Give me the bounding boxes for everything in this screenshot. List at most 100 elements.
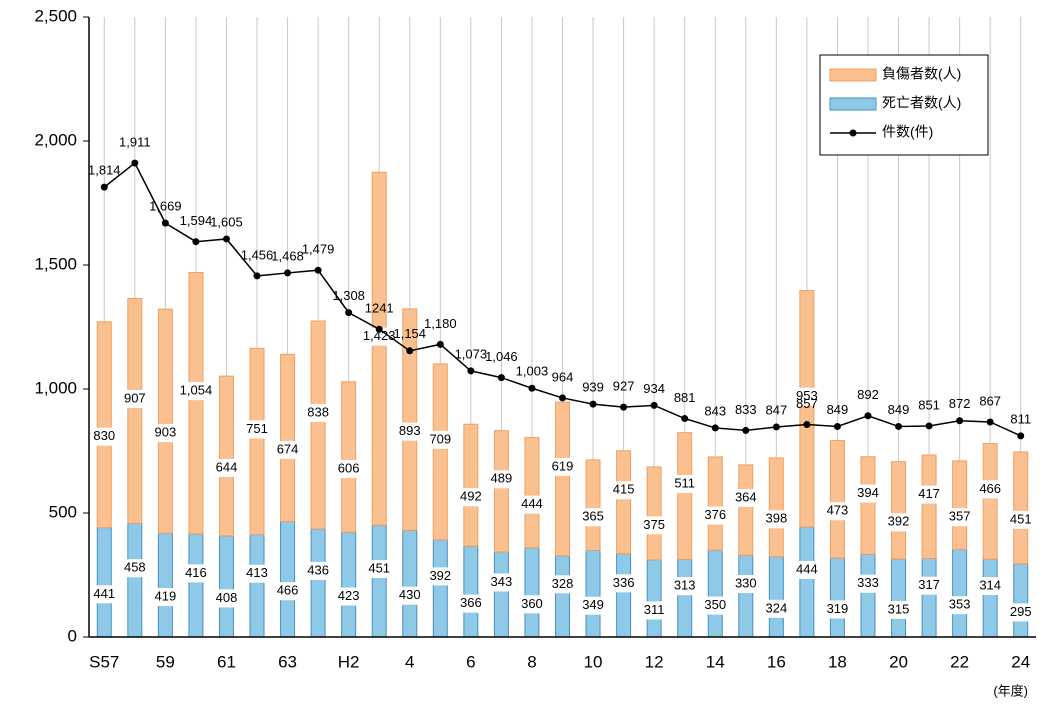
line-value-label: 1,814 xyxy=(88,163,121,178)
legend-label: 件数(件) xyxy=(882,124,933,140)
bar xyxy=(432,363,448,541)
bar-value-label-bg xyxy=(173,382,218,401)
bar xyxy=(1013,563,1029,638)
bar-value-label-group: 364 xyxy=(731,489,761,508)
bar-value-label-group: 458 xyxy=(120,559,150,578)
bar-value-label-group: 907 xyxy=(120,389,150,408)
x-tick-label: 6 xyxy=(466,652,475,671)
bar-value-label-bg xyxy=(945,596,975,615)
bar-value-label: 444 xyxy=(521,496,543,511)
bar-value-label-group: 319 xyxy=(823,600,852,619)
line-point xyxy=(161,219,169,227)
bar xyxy=(768,556,784,638)
bar-value-label-group: 466 xyxy=(975,480,1005,499)
line-value-label: 881 xyxy=(674,390,696,405)
bar-value-label-bg xyxy=(578,596,608,615)
line-value-label: 1,003 xyxy=(516,364,549,379)
bar xyxy=(371,524,387,638)
bar-value-label-bg xyxy=(761,599,791,618)
line-point xyxy=(284,269,292,277)
bar xyxy=(280,520,296,638)
line-point xyxy=(345,309,353,317)
bar-value-label: 317 xyxy=(918,577,940,592)
line-point xyxy=(986,418,994,426)
bar-value-label-bg xyxy=(1006,603,1036,622)
bar-value-label: 644 xyxy=(216,459,238,474)
legend-swatch xyxy=(829,68,877,82)
bar-value-label-bg xyxy=(517,495,547,514)
line-value-label: 872 xyxy=(949,396,971,411)
line-value-label: 1,669 xyxy=(149,199,182,214)
line-point xyxy=(620,403,628,411)
bar-value-label: 324 xyxy=(765,600,787,615)
bar xyxy=(860,553,876,638)
bar-value-label-bg xyxy=(242,420,272,439)
legend-label: 負傷者数(人) xyxy=(882,66,961,82)
bar-value-label-group: 376 xyxy=(700,506,730,525)
bar-value-label: 489 xyxy=(491,471,513,486)
bar-value-label: 328 xyxy=(552,576,574,591)
bar-value-label-group: 336 xyxy=(609,574,638,593)
bar-value-label-group: 350 xyxy=(700,596,730,615)
y-tick-label: 1,500 xyxy=(34,254,77,273)
line-point xyxy=(833,422,841,430)
bar-value-label-group: 451 xyxy=(364,560,394,579)
bar-value-label-bg xyxy=(120,389,150,408)
bar-value-label-bg xyxy=(731,489,761,508)
line-point xyxy=(650,401,658,409)
bar-value-label-bg xyxy=(150,424,180,443)
bar xyxy=(891,558,907,638)
line-value-label: 939 xyxy=(582,380,604,395)
bar-value-label-bg xyxy=(945,508,975,527)
bar-value-label-bg xyxy=(792,560,822,579)
bar-value-label-bg xyxy=(670,577,700,596)
x-tick-label: 24 xyxy=(1011,652,1030,671)
bar xyxy=(249,534,265,638)
bar-value-label-bg xyxy=(975,577,1005,596)
line-point xyxy=(772,423,780,431)
bar-value-label-group: 353 xyxy=(945,596,975,615)
y-tick-label: 0 xyxy=(68,626,77,645)
bar xyxy=(524,437,540,549)
bar-value-label-bg xyxy=(357,327,402,346)
line-value-label: 833 xyxy=(735,402,757,417)
bar-value-label-group: 357 xyxy=(945,508,975,527)
line-point xyxy=(803,420,811,428)
bar-value-label: 419 xyxy=(155,588,177,603)
bar-value-label-group: 430 xyxy=(395,586,425,605)
bar-value-label: 333 xyxy=(857,575,879,590)
bar xyxy=(127,297,143,524)
bar xyxy=(829,440,845,559)
bar xyxy=(249,347,265,536)
bar-value-label-group: 444 xyxy=(517,495,547,514)
bar-value-label-bg xyxy=(212,458,241,477)
bar-value-label: 674 xyxy=(277,441,299,456)
bar-value-label: 353 xyxy=(949,597,971,612)
bar-value-label-bg xyxy=(609,481,638,500)
line-point xyxy=(131,159,139,167)
bar-value-label: 619 xyxy=(552,458,574,473)
bar-value-label-group: 295 xyxy=(1006,603,1036,622)
bar xyxy=(738,554,754,638)
bar-value-label-bg xyxy=(823,502,852,521)
bar xyxy=(891,461,907,560)
bar-value-label-group: 444 xyxy=(792,560,822,579)
line-point xyxy=(589,400,597,408)
bar-value-label-group: 314 xyxy=(975,577,1005,596)
bar-value-label-bg xyxy=(212,589,241,608)
line-point xyxy=(681,415,689,423)
bar xyxy=(127,522,143,638)
bar-value-label: 376 xyxy=(704,507,726,522)
bar xyxy=(402,308,418,531)
line-point xyxy=(864,412,872,420)
bar-value-label: 365 xyxy=(582,509,604,524)
bar-value-label-bg xyxy=(548,575,577,594)
bar-value-label-bg xyxy=(884,600,913,619)
bar-value-label-bg xyxy=(242,564,272,583)
bar-value-label-bg xyxy=(150,588,180,607)
bar-value-label-bg xyxy=(578,508,608,527)
bar-value-label-bg xyxy=(273,582,302,601)
bar xyxy=(677,558,693,638)
legend-marker xyxy=(849,129,857,137)
bar-value-label-bg xyxy=(334,459,364,478)
